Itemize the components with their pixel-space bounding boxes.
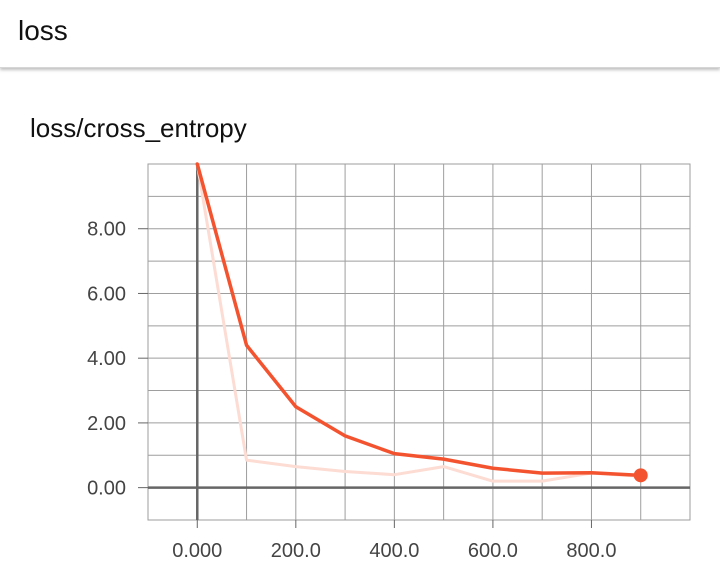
y-tick-label: 2.00 — [87, 413, 126, 435]
x-tick-label: 200.0 — [271, 540, 321, 562]
y-tick-label: 4.00 — [87, 348, 126, 370]
chart-title: loss/cross_entropy — [30, 113, 247, 143]
last-point-marker — [633, 468, 648, 483]
series-line-smoothed — [195, 162, 643, 478]
y-tick-label: 6.00 — [87, 283, 126, 305]
x-tick-label: 800.0 — [566, 540, 616, 562]
top-bar: loss — [0, 0, 720, 68]
y-tick-label: 8.00 — [87, 219, 126, 241]
x-tick-label: 600.0 — [468, 540, 518, 562]
y-tick-label: 0.00 — [87, 478, 126, 500]
plot-frame — [147, 163, 691, 521]
x-tick-label: 400.0 — [369, 540, 419, 562]
section-title: loss — [18, 15, 68, 46]
series-line-raw — [195, 162, 643, 483]
x-tick-label: 0.000 — [172, 540, 222, 562]
